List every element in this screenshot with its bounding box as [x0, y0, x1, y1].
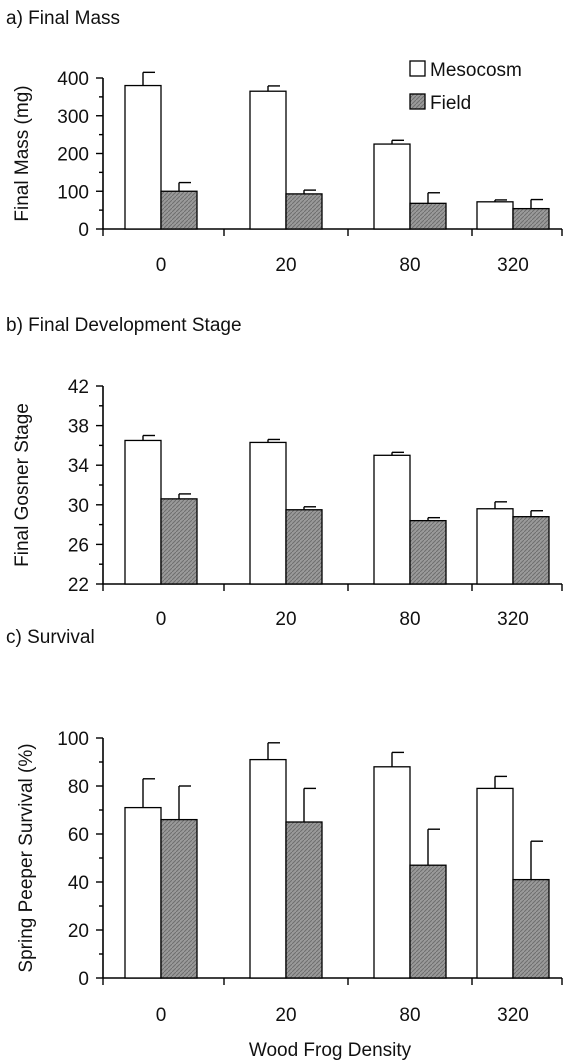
x-tick-label: 20	[275, 255, 296, 276]
bar-mesocosm	[373, 143, 411, 230]
panel-title: a) Final Mass	[6, 8, 120, 29]
y-tick-label: 20	[68, 921, 89, 942]
legend-label: Field	[430, 93, 471, 114]
bar-mesocosm	[124, 806, 162, 979]
chart-panel-3: c) Survival Spring Peeper Survival (%) 0 20…	[6, 627, 563, 1026]
y-tick-label: 200	[57, 145, 89, 166]
x-tick-label: 320	[497, 609, 529, 630]
bar-mesocosm	[476, 508, 514, 585]
y-tick-label: 400	[57, 69, 89, 90]
y-tick-label: 22	[68, 575, 89, 596]
bar-mesocosm	[373, 454, 411, 585]
x-tick-label: 80	[399, 255, 420, 276]
y-tick-label: 300	[57, 107, 89, 128]
bar-field	[285, 193, 323, 230]
y-tick-label: 42	[68, 377, 89, 398]
legend: Mesocosm Field	[409, 60, 522, 114]
bar-field	[285, 821, 323, 979]
y-tick-label: 34	[68, 456, 90, 477]
bar-mesocosm	[249, 90, 287, 230]
x-tick-label: 80	[399, 609, 420, 630]
panel-title: c) Survival	[6, 627, 95, 648]
bar-field	[409, 864, 447, 979]
bar-field	[512, 878, 550, 979]
bar-field	[160, 498, 198, 585]
y-axis-title: Final Mass (mg)	[12, 85, 33, 221]
x-tick-label: 320	[497, 1005, 529, 1026]
y-axis-title: Final Gosner Stage	[12, 403, 33, 567]
bar-mesocosm	[124, 439, 162, 585]
panel-title: b) Final Development Stage	[6, 315, 242, 336]
legend-label: Mesocosm	[430, 60, 522, 81]
y-tick-label: 38	[68, 417, 89, 438]
bar-field	[285, 509, 323, 585]
chart-panel-2: b) Final Development Stage Final Gosner S…	[6, 315, 563, 630]
x-tick-label: 20	[275, 609, 296, 630]
x-tick-label: 320	[497, 255, 529, 276]
bar-field	[512, 207, 550, 230]
bar-mesocosm	[373, 766, 411, 979]
y-tick-label: 100	[57, 182, 89, 203]
x-tick-label: 0	[156, 255, 167, 276]
x-tick-label: 0	[156, 609, 167, 630]
y-axis-title: Spring Peeper Survival (%)	[16, 743, 37, 972]
bar-mesocosm	[476, 787, 514, 979]
bar-field	[512, 516, 550, 585]
bar-field	[409, 519, 447, 585]
x-tick-label: 20	[275, 1005, 296, 1026]
y-tick-label: 60	[68, 825, 89, 846]
bar-field	[409, 202, 447, 230]
bar-field	[160, 818, 198, 979]
bar-field	[160, 190, 198, 230]
y-tick-label: 0	[78, 969, 89, 990]
y-tick-label: 30	[68, 496, 89, 517]
x-axis-title: Wood Frog Density	[249, 1040, 412, 1061]
bar-mesocosm	[476, 201, 514, 230]
legend-swatch-mesocosm	[409, 60, 426, 77]
y-tick-label: 40	[68, 873, 89, 894]
y-tick-label: 80	[68, 777, 89, 798]
y-tick-label: 0	[78, 220, 89, 241]
y-tick-label: 100	[57, 729, 89, 750]
x-tick-label: 0	[156, 1005, 167, 1026]
bar-mesocosm	[124, 84, 162, 230]
bar-mesocosm	[249, 441, 287, 585]
x-tick-label: 80	[399, 1005, 420, 1026]
legend-swatch-field	[409, 93, 426, 110]
bar-mesocosm	[249, 758, 287, 979]
y-tick-label: 26	[68, 535, 89, 556]
